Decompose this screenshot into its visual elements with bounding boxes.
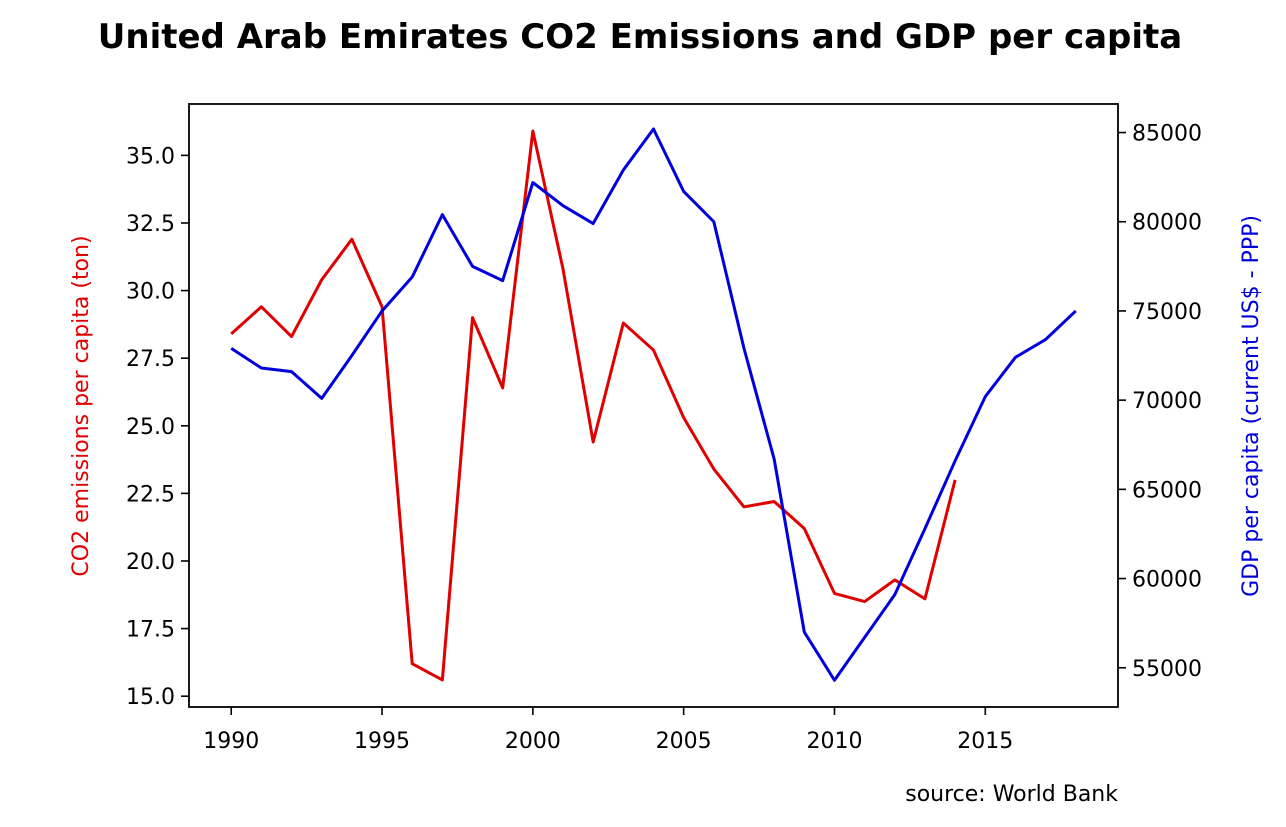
chart-title: United Arab Emirates CO2 Emissions and G… [98, 17, 1182, 57]
plot-area [230, 127, 1077, 682]
right-y-axis-label: GDP per capita (current US$ - PPP) [1239, 215, 1264, 597]
x-axis: 1990 1995 2000 2005 2010 2015 [203, 707, 1013, 754]
left-y-tick-label: 15.0 [126, 685, 175, 710]
left-y-tick-label: 32.5 [126, 212, 175, 237]
right-y-tick-label: 65000 [1132, 478, 1202, 503]
co2-series-line [230, 129, 957, 682]
x-tick-label: 2015 [957, 729, 1013, 754]
source-note: source: World Bank [905, 782, 1118, 807]
left-y-tick-label: 35.0 [126, 144, 175, 169]
x-tick-label: 1995 [354, 729, 410, 754]
x-tick-label: 1990 [203, 729, 259, 754]
left-y-axis-label: CO2 emissions per capita (ton) [69, 235, 94, 576]
right-y-tick-label: 55000 [1132, 657, 1202, 682]
right-y-tick-label: 60000 [1132, 568, 1202, 593]
right-y-tick-label: 80000 [1132, 211, 1202, 236]
left-y-tick-label: 22.5 [126, 482, 175, 507]
left-y-tick-label: 27.5 [126, 347, 175, 372]
right-y-tick-label: 70000 [1132, 389, 1202, 414]
left-y-tick-label: 17.5 [126, 618, 175, 643]
x-tick-label: 2005 [656, 729, 712, 754]
left-y-axis: 15.0 17.5 20.0 22.5 25.0 27.5 30.0 32.5 35.0 [126, 144, 189, 710]
x-tick-label: 2010 [806, 729, 862, 754]
right-y-axis: 55000 60000 65000 70000 75000 80000 85000 [1118, 122, 1202, 682]
right-y-tick-label: 75000 [1132, 300, 1202, 325]
plot-frame [188, 103, 1119, 708]
x-tick-label: 2000 [505, 729, 561, 754]
left-y-tick-label: 20.0 [126, 550, 175, 575]
gdp-series-line [230, 127, 1077, 682]
left-y-tick-label: 25.0 [126, 415, 175, 440]
right-y-tick-label: 85000 [1132, 122, 1202, 147]
left-y-tick-label: 30.0 [126, 280, 175, 305]
